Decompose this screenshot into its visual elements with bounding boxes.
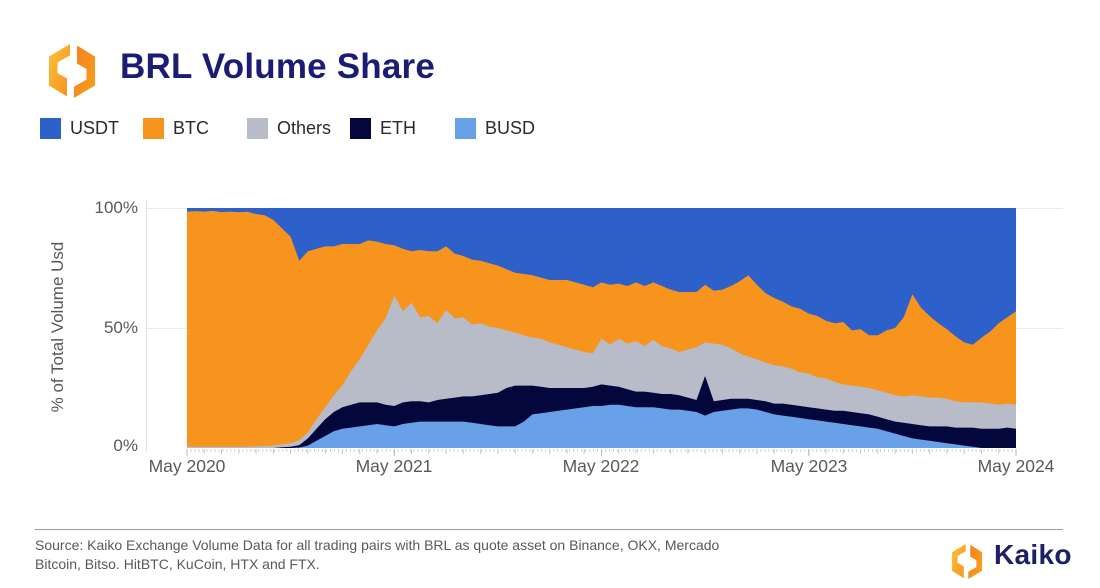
- others-swatch-icon: [247, 117, 268, 139]
- page-title: BRL Volume Share: [120, 47, 436, 86]
- x-axis-year-ticks: [186, 449, 1017, 456]
- legend-label: ETH: [380, 118, 416, 138]
- legend-item-eth[interactable]: ETH: [350, 117, 416, 139]
- btc-swatch-icon: [143, 117, 164, 139]
- legend-item-busd[interactable]: BUSD: [455, 117, 535, 139]
- x-tick-may-2023: May 2023: [770, 456, 848, 476]
- usdt-swatch-icon: [40, 117, 61, 139]
- kaiko-wordmark: Kaiko: [994, 539, 1072, 570]
- source-line-1: Source: Kaiko Exchange Volume Data for a…: [35, 537, 720, 553]
- x-tick-may-2020: May 2020: [148, 456, 226, 476]
- busd-swatch-icon: [455, 117, 476, 139]
- y-tick-50: 50%: [103, 318, 138, 337]
- legend-item-btc[interactable]: BTC: [143, 117, 209, 139]
- legend-label: BTC: [173, 118, 209, 138]
- x-tick-may-2022: May 2022: [562, 456, 640, 476]
- y-tick-0: 0%: [113, 436, 138, 455]
- source-line-2: Bitcoin, Bitso. HitBTC, KuCoin, HTX and …: [35, 556, 320, 572]
- x-tick-may-2024: May 2024: [977, 456, 1055, 476]
- y-tick-100: 100%: [94, 198, 138, 217]
- eth-swatch-icon: [350, 117, 371, 139]
- legend-label: Others: [277, 118, 332, 138]
- kaiko-logo-icon: [49, 44, 95, 98]
- x-tick-may-2021: May 2021: [355, 456, 433, 476]
- legend-label: USDT: [70, 118, 119, 138]
- source-note: Source: Kaiko Exchange Volume Data for a…: [35, 536, 815, 574]
- legend-item-usdt[interactable]: USDT: [40, 117, 119, 139]
- footer-divider: [35, 529, 1063, 530]
- area-busd: [187, 404, 1016, 448]
- legend-item-others[interactable]: Others: [247, 117, 331, 139]
- legend-label: BUSD: [485, 118, 536, 138]
- kaiko-footer-logo-icon: [952, 543, 982, 580]
